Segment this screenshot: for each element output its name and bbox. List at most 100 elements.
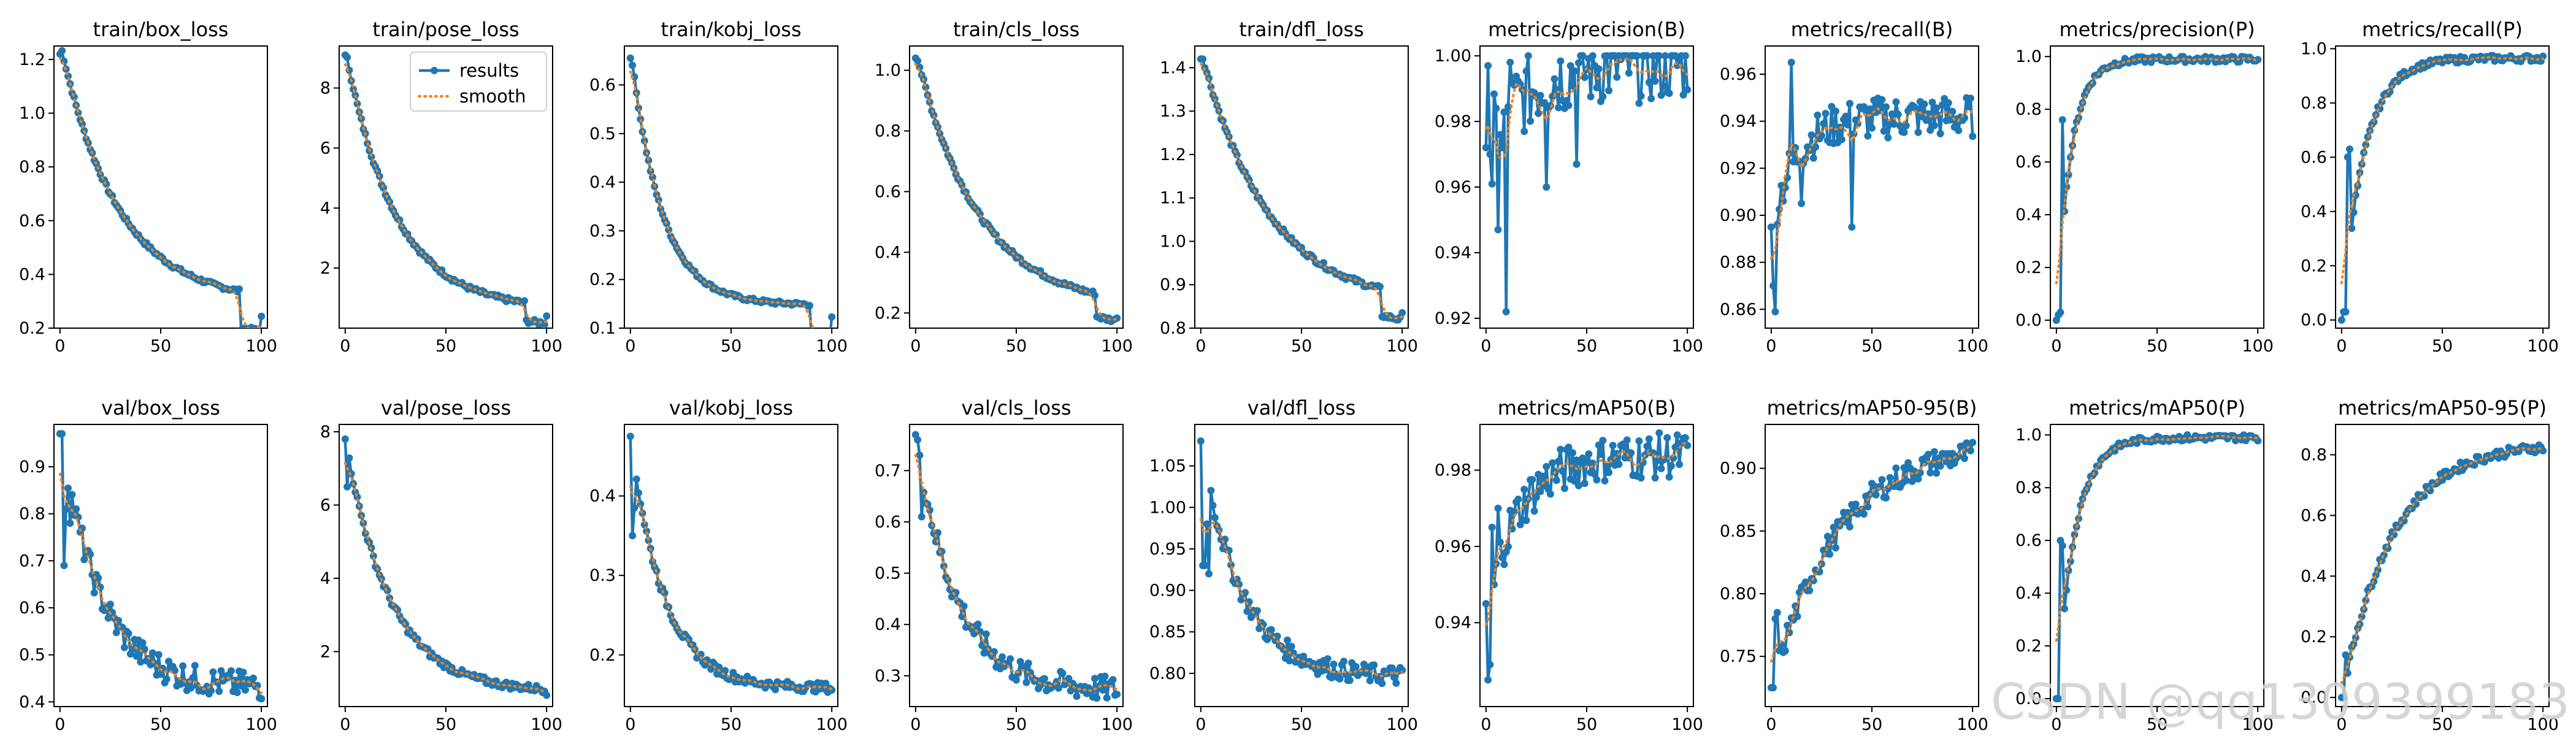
results-point [217, 667, 225, 675]
results-point [2346, 145, 2353, 153]
results-point [1263, 635, 1271, 643]
results-point [1933, 469, 1941, 477]
x-tick-label: 0 [910, 715, 921, 734]
results-point [2337, 316, 2345, 324]
results-point [1831, 544, 1839, 552]
results-point [343, 483, 351, 491]
results-point [1366, 677, 1374, 684]
x-tick-label: 0 [625, 337, 635, 356]
subplot-16: metrics/mAP50-95(B) 0 50 100 0.75 0.80 0.85 0.9… [1720, 396, 1988, 734]
results-point [1022, 678, 1030, 686]
results-point [1543, 183, 1551, 191]
results-point [58, 47, 66, 55]
results-point [345, 454, 353, 462]
x-tick-label: 50 [1861, 337, 1882, 356]
results-point [1769, 684, 1777, 692]
y-tick-label: 0.4 [2301, 567, 2327, 586]
results-point [1637, 474, 1645, 482]
x-tick-label: 0 [1766, 715, 1776, 734]
results-point [2456, 458, 2464, 466]
x-tick-label: 50 [1576, 337, 1597, 356]
results-point [189, 674, 197, 681]
results-point [1613, 73, 1621, 81]
results-point [1209, 502, 1217, 510]
y-tick-label: 0.8 [19, 158, 45, 177]
y-tick-label: 0.4 [2301, 202, 2327, 221]
results-point [1667, 462, 1675, 470]
results-point [1625, 69, 1633, 77]
results-point [1872, 491, 1880, 499]
y-tick-label: 1.0 [19, 104, 45, 123]
results-point [2480, 458, 2488, 466]
results-point [1605, 86, 1613, 94]
results-point [1593, 84, 1601, 91]
results-point [521, 297, 528, 305]
x-tick-label: 0 [625, 715, 635, 734]
x-tick-label: 0 [2336, 337, 2347, 356]
results-point [1947, 116, 1954, 124]
results-point [209, 668, 217, 676]
results-point [1522, 67, 1530, 75]
results-point [1651, 474, 1659, 482]
results-point [1830, 523, 1838, 531]
y-tick-label: 1.0 [2015, 47, 2042, 66]
results-point [1494, 504, 1502, 512]
results-point [207, 687, 215, 694]
x-tick-label: 0 [1481, 715, 1491, 734]
y-tick-label: 0.5 [875, 564, 901, 583]
results-point [1966, 447, 1974, 454]
results-point [1969, 439, 1977, 447]
results-point [1498, 554, 1506, 561]
subplot-4: train/cls_loss 0 50 100 0.2 0.4 0.6 0.8 1.0 [875, 18, 1133, 356]
y-tick-label: 0.8 [2301, 94, 2327, 113]
subplot-title: train/cls_loss [953, 18, 1079, 41]
results-point [1681, 434, 1689, 442]
results-point [1289, 649, 1297, 657]
results-point [165, 657, 173, 665]
results-point [1902, 121, 1910, 129]
results-point [1671, 443, 1679, 451]
results-point [179, 662, 187, 670]
results-point [1902, 477, 1910, 485]
plot-area [1482, 52, 1692, 316]
results-point [1949, 107, 1957, 115]
y-tick-label: 0.2 [589, 270, 616, 289]
results-point [343, 53, 351, 61]
results-point [1298, 243, 1305, 251]
y-tick-label: 0.7 [19, 551, 45, 570]
subplot-title: metrics/recall(B) [1791, 18, 1953, 41]
results-point [72, 505, 80, 513]
results-point [761, 684, 769, 692]
results-point [626, 432, 634, 440]
results-point [227, 667, 235, 675]
y-tick-label: 1.3 [1160, 102, 1186, 121]
results-point [2348, 224, 2356, 232]
results-point [631, 504, 638, 512]
results-point [1287, 642, 1295, 650]
results-point [1806, 586, 1814, 594]
x-tick-label: 0 [55, 337, 65, 356]
results-point [2254, 56, 2262, 64]
results-point [1340, 657, 1347, 665]
x-tick-label: 100 [1386, 337, 1418, 356]
plot-area [1482, 429, 1692, 684]
x-tick-label: 100 [2242, 337, 2274, 356]
subplot-title: metrics/precision(P) [2059, 18, 2255, 41]
y-tick-label: 0.88 [1720, 253, 1757, 272]
results-point [1589, 459, 1597, 467]
results-point [1882, 103, 1890, 111]
results-point [1884, 134, 1892, 142]
smooth-line [1769, 445, 1974, 663]
results-point [62, 505, 70, 513]
results-point [1878, 96, 1886, 104]
results-point [1868, 124, 1876, 132]
results-point [236, 285, 243, 293]
results-point [1922, 117, 1930, 124]
results-point [1201, 562, 1209, 569]
results-point [1492, 104, 1500, 112]
results-point [1581, 480, 1589, 488]
y-tick-label: 0.86 [1720, 300, 1757, 319]
results-point [822, 680, 830, 688]
y-tick-label: 0.8 [2015, 100, 2042, 119]
results-point [1101, 672, 1109, 680]
